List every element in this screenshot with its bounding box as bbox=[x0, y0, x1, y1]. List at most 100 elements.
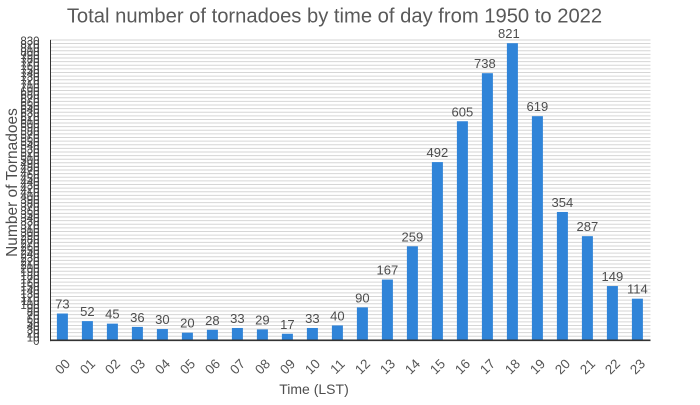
svg-text:640: 640 bbox=[20, 105, 39, 117]
svg-text:259: 259 bbox=[402, 229, 424, 244]
svg-text:73: 73 bbox=[55, 297, 69, 312]
svg-text:30: 30 bbox=[27, 325, 40, 337]
svg-text:660: 660 bbox=[20, 97, 39, 109]
svg-text:340: 340 bbox=[20, 213, 39, 225]
svg-text:20: 20 bbox=[27, 329, 40, 341]
svg-text:760: 760 bbox=[20, 61, 39, 73]
svg-text:280: 280 bbox=[20, 235, 39, 247]
svg-text:650: 650 bbox=[20, 101, 39, 113]
svg-text:210: 210 bbox=[20, 260, 39, 272]
svg-text:28: 28 bbox=[205, 313, 219, 328]
svg-text:370: 370 bbox=[20, 202, 39, 214]
svg-text:680: 680 bbox=[20, 90, 39, 102]
svg-text:690: 690 bbox=[20, 87, 39, 99]
svg-text:380: 380 bbox=[20, 199, 39, 211]
svg-text:500: 500 bbox=[20, 155, 39, 167]
svg-text:140: 140 bbox=[20, 285, 39, 297]
svg-text:738: 738 bbox=[474, 56, 496, 71]
svg-text:580: 580 bbox=[20, 126, 39, 138]
svg-text:50: 50 bbox=[27, 318, 40, 330]
svg-text:780: 780 bbox=[20, 54, 39, 66]
svg-text:330: 330 bbox=[20, 217, 39, 229]
svg-text:410: 410 bbox=[20, 188, 39, 200]
svg-text:492: 492 bbox=[427, 145, 449, 160]
svg-text:480: 480 bbox=[20, 162, 39, 174]
svg-text:17: 17 bbox=[280, 317, 294, 332]
svg-text:60: 60 bbox=[27, 314, 40, 326]
svg-text:90: 90 bbox=[355, 290, 369, 305]
svg-text:670: 670 bbox=[20, 94, 39, 106]
svg-text:700: 700 bbox=[20, 83, 39, 95]
svg-text:770: 770 bbox=[20, 58, 39, 70]
svg-text:605: 605 bbox=[452, 104, 474, 119]
svg-text:520: 520 bbox=[20, 148, 39, 160]
svg-text:350: 350 bbox=[20, 209, 39, 221]
svg-text:560: 560 bbox=[20, 134, 39, 146]
svg-text:114: 114 bbox=[627, 282, 648, 297]
svg-text:30: 30 bbox=[155, 312, 169, 327]
svg-text:750: 750 bbox=[20, 65, 39, 77]
svg-text:20: 20 bbox=[180, 316, 194, 331]
svg-text:52: 52 bbox=[80, 304, 94, 319]
svg-text:821: 821 bbox=[498, 26, 520, 41]
svg-text:Total number of tornadoes by t: Total number of tornadoes by time of day… bbox=[67, 6, 602, 28]
svg-text:310: 310 bbox=[20, 224, 39, 236]
svg-text:220: 220 bbox=[20, 256, 39, 268]
svg-text:260: 260 bbox=[20, 242, 39, 254]
svg-text:390: 390 bbox=[20, 195, 39, 207]
svg-text:830: 830 bbox=[20, 36, 39, 48]
svg-text:170: 170 bbox=[20, 274, 39, 286]
svg-text:490: 490 bbox=[20, 159, 39, 171]
svg-text:149: 149 bbox=[602, 269, 624, 284]
svg-text:250: 250 bbox=[20, 246, 39, 258]
svg-text:190: 190 bbox=[20, 267, 39, 279]
svg-text:430: 430 bbox=[20, 181, 39, 193]
svg-text:360: 360 bbox=[20, 206, 39, 218]
svg-text:40: 40 bbox=[27, 321, 40, 333]
svg-text:420: 420 bbox=[20, 184, 39, 196]
svg-text:740: 740 bbox=[20, 68, 39, 80]
svg-text:540: 540 bbox=[20, 141, 39, 153]
svg-text:10: 10 bbox=[27, 332, 40, 344]
svg-text:33: 33 bbox=[230, 311, 244, 326]
svg-text:130: 130 bbox=[20, 289, 39, 301]
svg-text:710: 710 bbox=[20, 79, 39, 91]
svg-text:610: 610 bbox=[20, 115, 39, 127]
svg-text:160: 160 bbox=[20, 278, 39, 290]
svg-text:150: 150 bbox=[20, 282, 39, 294]
svg-text:33: 33 bbox=[305, 311, 319, 326]
svg-text:80: 80 bbox=[27, 307, 40, 319]
svg-text:230: 230 bbox=[20, 253, 39, 265]
svg-text:620: 620 bbox=[20, 112, 39, 124]
svg-text:550: 550 bbox=[20, 137, 39, 149]
svg-text:630: 630 bbox=[20, 108, 39, 120]
svg-text:90: 90 bbox=[27, 303, 40, 315]
svg-text:120: 120 bbox=[20, 293, 39, 305]
svg-text:45: 45 bbox=[105, 307, 119, 322]
svg-text:440: 440 bbox=[20, 177, 39, 189]
svg-text:110: 110 bbox=[21, 296, 39, 308]
svg-text:290: 290 bbox=[20, 231, 39, 243]
svg-text:810: 810 bbox=[20, 43, 39, 55]
svg-text:820: 820 bbox=[20, 40, 39, 52]
svg-text:29: 29 bbox=[255, 312, 269, 327]
svg-text:300: 300 bbox=[20, 227, 39, 239]
svg-text:Time (LST): Time (LST) bbox=[279, 381, 348, 397]
svg-text:400: 400 bbox=[20, 191, 39, 203]
svg-text:Number of Tornadoes: Number of Tornadoes bbox=[4, 108, 21, 257]
svg-text:287: 287 bbox=[577, 219, 599, 234]
svg-text:600: 600 bbox=[20, 119, 39, 131]
svg-text:720: 720 bbox=[20, 76, 39, 88]
svg-text:619: 619 bbox=[527, 99, 549, 114]
svg-text:240: 240 bbox=[20, 249, 39, 261]
svg-text:180: 180 bbox=[20, 271, 39, 283]
svg-text:167: 167 bbox=[377, 263, 399, 278]
svg-text:0: 0 bbox=[33, 336, 39, 348]
svg-text:36: 36 bbox=[130, 310, 144, 325]
svg-text:800: 800 bbox=[20, 47, 39, 59]
svg-text:470: 470 bbox=[20, 166, 39, 178]
svg-text:460: 460 bbox=[20, 170, 39, 182]
svg-text:570: 570 bbox=[20, 130, 39, 142]
svg-text:100: 100 bbox=[20, 300, 39, 312]
svg-text:70: 70 bbox=[27, 311, 40, 323]
